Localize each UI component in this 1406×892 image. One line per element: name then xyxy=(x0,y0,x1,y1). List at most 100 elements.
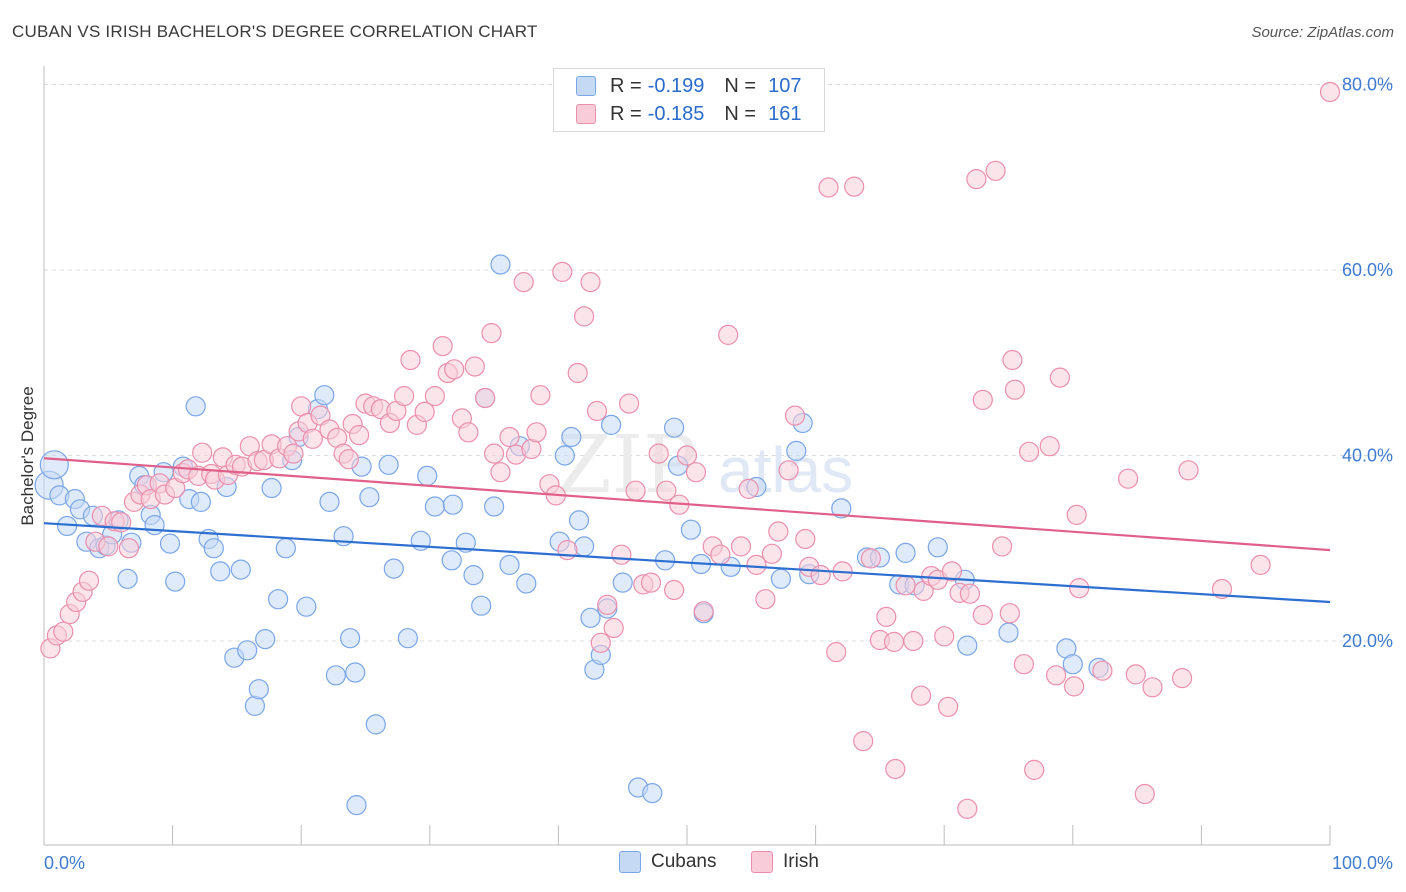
irish-point xyxy=(625,480,646,501)
irish-point xyxy=(98,536,119,557)
cubans-point xyxy=(190,491,211,512)
cubans-point xyxy=(340,628,361,649)
irish-point xyxy=(1171,667,1193,689)
correlation-legend: R = -0.199 N = 107 R = -0.185 N = 161 xyxy=(553,68,825,132)
x-tick-label: 0.0% xyxy=(44,853,85,873)
irish-point xyxy=(597,594,618,615)
irish-trend-line xyxy=(43,457,1331,552)
irish-point xyxy=(1024,759,1045,781)
cubans-point xyxy=(417,465,438,486)
irish-point xyxy=(444,359,465,380)
irish-point xyxy=(580,272,601,293)
cubans-point xyxy=(1062,654,1083,675)
cubans-point xyxy=(573,536,595,557)
cubans-point xyxy=(554,445,575,466)
irish-point xyxy=(1039,436,1060,457)
cubans-point xyxy=(490,254,511,275)
legend-label-irish: Irish xyxy=(783,851,819,872)
r-label: R = xyxy=(610,74,642,97)
cubans-point xyxy=(516,573,537,594)
cubans-point xyxy=(786,440,807,461)
n-value: 107 xyxy=(768,74,802,97)
cubans-point xyxy=(568,510,590,531)
cubans-point xyxy=(998,622,1019,643)
cubans-point xyxy=(455,532,476,553)
legend-item-irish[interactable]: Irish xyxy=(751,851,819,873)
irish-point xyxy=(1178,460,1199,481)
irish-point xyxy=(860,548,882,569)
cubans-point xyxy=(165,571,186,592)
irish-point xyxy=(883,631,905,653)
irish-point xyxy=(1013,654,1035,675)
cubans-point xyxy=(378,454,399,475)
irish-point xyxy=(475,387,496,409)
irish-point xyxy=(985,160,1006,181)
irish-point xyxy=(676,445,698,466)
irish-point xyxy=(1063,676,1085,697)
irish-point xyxy=(552,261,573,282)
irish-point xyxy=(490,462,511,483)
irish-point xyxy=(1250,554,1271,576)
cubans-point xyxy=(345,662,366,683)
irish-point xyxy=(526,422,547,443)
cubans-point xyxy=(237,640,258,661)
cubans-point xyxy=(261,477,282,499)
irish-point xyxy=(895,575,916,596)
irish-point xyxy=(941,561,963,582)
cubans-point xyxy=(319,491,340,512)
cubans-point xyxy=(580,607,601,628)
cubans-point xyxy=(365,714,386,735)
irish-point xyxy=(778,460,799,481)
irish-point xyxy=(1142,677,1163,698)
n-label: N = xyxy=(724,102,757,125)
n-label: N = xyxy=(724,74,757,97)
irish-point xyxy=(192,442,213,463)
cubans-point xyxy=(248,679,269,700)
irish-point xyxy=(78,570,100,591)
irish-point xyxy=(784,405,806,426)
cubans-point xyxy=(927,537,948,558)
irish-point xyxy=(795,528,816,550)
source-label: Source: ZipAtlas.com xyxy=(1251,24,1394,41)
irish-point xyxy=(590,632,611,653)
x-tick-label: 100.0% xyxy=(1332,853,1393,873)
irish-point xyxy=(394,386,415,407)
irish-point xyxy=(414,401,435,422)
cubans-point xyxy=(561,426,582,448)
irish-point xyxy=(611,544,632,565)
y-axis-label: Bachelor's Degree xyxy=(18,386,37,525)
irish-point xyxy=(1125,664,1146,685)
legend-item-cubans[interactable]: Cubans xyxy=(619,851,717,873)
cubans-point xyxy=(642,782,663,804)
cubans-point xyxy=(325,665,346,686)
irish-point xyxy=(1002,349,1023,371)
r-value: -0.199 xyxy=(647,74,705,97)
r-value: -0.185 xyxy=(647,102,705,125)
cubans-point xyxy=(210,561,231,582)
y-tick-label: 40.0% xyxy=(1342,446,1393,466)
cubans-swatch xyxy=(619,851,641,873)
irish-swatch xyxy=(576,104,596,124)
irish-point xyxy=(818,177,839,198)
cubans-point xyxy=(244,695,265,717)
irish-point xyxy=(1117,468,1139,489)
irish-point xyxy=(338,449,359,470)
cubans-trend-line xyxy=(43,522,1331,604)
irish-point xyxy=(573,306,595,327)
irish-point xyxy=(1004,379,1026,400)
irish-point xyxy=(746,554,767,576)
irish-point xyxy=(499,426,520,448)
cubans-point xyxy=(383,558,404,579)
irish-point xyxy=(349,425,370,446)
cubans-point xyxy=(397,628,418,649)
irish-point xyxy=(966,169,987,190)
legend-row-irish: R = -0.185 N = 161 xyxy=(576,101,801,127)
irish-point xyxy=(640,572,662,593)
irish-point xyxy=(1018,441,1040,462)
cubans-point xyxy=(255,628,276,650)
chart-title: CUBAN VS IRISH BACHELOR'S DEGREE CORRELA… xyxy=(12,22,538,41)
irish-point xyxy=(730,536,752,557)
irish-point xyxy=(903,630,924,652)
cubans-point xyxy=(663,417,685,438)
cubans-point xyxy=(680,519,702,540)
